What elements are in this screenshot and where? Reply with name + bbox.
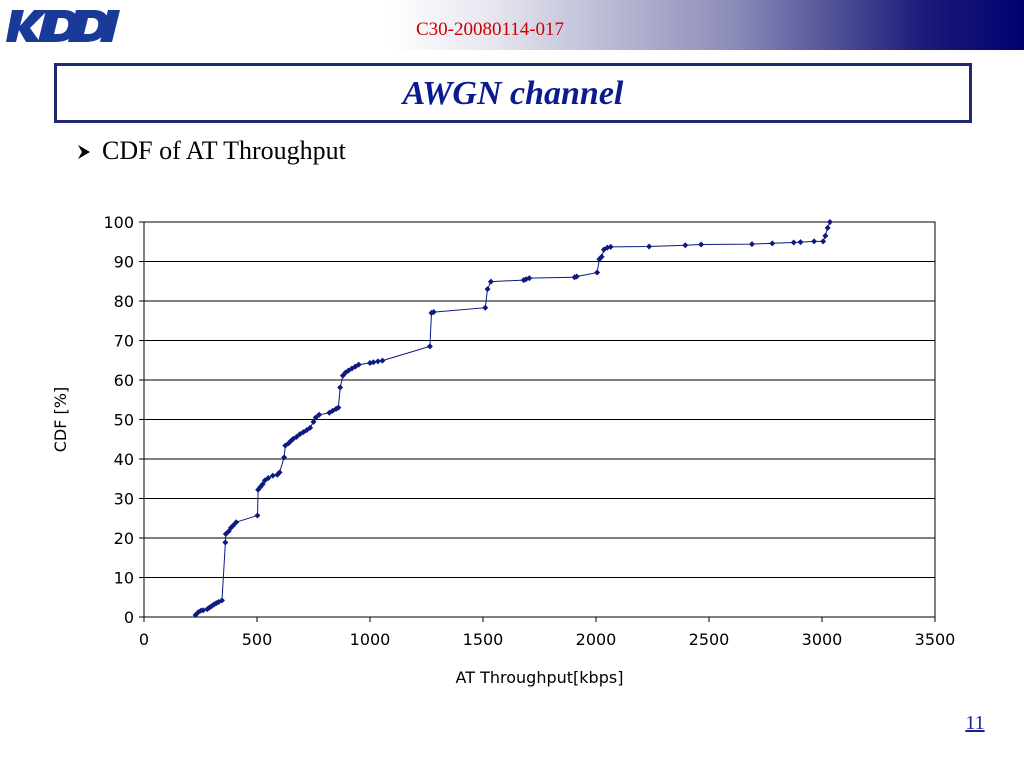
x-axis-label: AT Throughput[kbps] bbox=[456, 668, 624, 687]
grid-layer bbox=[144, 261, 935, 578]
y-tick-label: 20 bbox=[114, 529, 134, 548]
kddi-logo bbox=[6, 10, 120, 42]
slide-title: AWGN channel bbox=[402, 75, 624, 112]
data-point bbox=[698, 241, 705, 248]
y-tick-label: 60 bbox=[114, 371, 134, 390]
data-point bbox=[310, 418, 317, 425]
data-point bbox=[607, 243, 614, 250]
data-point bbox=[573, 273, 580, 280]
data-point bbox=[748, 241, 755, 248]
data-point bbox=[571, 274, 578, 281]
y-tick-label: 0 bbox=[124, 608, 134, 627]
data-point bbox=[769, 240, 776, 247]
y-tick-label: 80 bbox=[114, 292, 134, 311]
x-tick-label: 1000 bbox=[350, 630, 391, 649]
data-point bbox=[335, 404, 342, 411]
y-tick-label: 100 bbox=[103, 213, 134, 232]
y-tick-label: 40 bbox=[114, 450, 134, 469]
x-tick-label: 0 bbox=[139, 630, 149, 649]
y-axis-label: CDF [%] bbox=[51, 387, 70, 452]
data-point bbox=[646, 243, 653, 250]
data-point bbox=[600, 246, 607, 253]
y-tick-label: 50 bbox=[114, 411, 134, 430]
data-point bbox=[296, 431, 303, 438]
data-point bbox=[269, 472, 276, 479]
data-point bbox=[826, 219, 833, 225]
data-point bbox=[522, 276, 529, 283]
data-point bbox=[276, 469, 283, 476]
bullet-arrow-icon bbox=[78, 145, 90, 159]
data-point bbox=[228, 524, 235, 531]
data-point bbox=[426, 343, 433, 350]
y-tick-label: 30 bbox=[114, 490, 134, 509]
data-point bbox=[824, 224, 831, 231]
bullet-text: CDF of AT Throughput bbox=[102, 136, 346, 165]
y-tick-label: 90 bbox=[114, 253, 134, 272]
document-id: C30-20080114-017 bbox=[415, 19, 565, 40]
data-point bbox=[303, 427, 310, 434]
data-point bbox=[218, 597, 225, 604]
data-point bbox=[526, 275, 533, 282]
data-point bbox=[594, 269, 601, 276]
data-point bbox=[348, 365, 355, 372]
data-point bbox=[379, 357, 386, 364]
data-point bbox=[257, 484, 264, 491]
data-point bbox=[307, 424, 314, 431]
data-point bbox=[355, 361, 362, 368]
x-tick-label: 3500 bbox=[915, 630, 956, 649]
title-box: AWGN channel bbox=[54, 63, 972, 123]
x-tick-label: 3000 bbox=[802, 630, 843, 649]
data-point bbox=[790, 239, 797, 246]
data-point bbox=[233, 519, 240, 526]
data-point bbox=[484, 286, 491, 293]
data-point bbox=[337, 384, 344, 391]
data-point bbox=[312, 414, 319, 421]
data-point bbox=[265, 474, 272, 481]
data-point bbox=[487, 278, 494, 285]
series-line bbox=[195, 221, 831, 616]
data-point bbox=[682, 242, 689, 249]
data-point bbox=[290, 435, 297, 442]
data-point bbox=[259, 481, 266, 488]
data-point bbox=[811, 238, 818, 245]
data-point bbox=[281, 454, 288, 461]
header-band bbox=[0, 0, 1024, 50]
data-point bbox=[820, 238, 827, 245]
data-point bbox=[430, 309, 437, 316]
data-point bbox=[230, 522, 237, 529]
y-tick-label: 70 bbox=[114, 332, 134, 351]
marker-layer bbox=[192, 219, 833, 619]
x-tick-label: 500 bbox=[242, 630, 273, 649]
data-point bbox=[822, 232, 829, 239]
data-point bbox=[370, 359, 377, 366]
data-point bbox=[316, 411, 323, 418]
page-number[interactable]: 11 bbox=[965, 712, 985, 734]
x-tick-label: 1500 bbox=[463, 630, 504, 649]
data-point bbox=[293, 433, 300, 440]
x-tick-label: 2000 bbox=[576, 630, 617, 649]
data-point bbox=[797, 239, 804, 246]
x-tick-label: 2500 bbox=[689, 630, 730, 649]
y-tick-label: 10 bbox=[114, 569, 134, 588]
data-point bbox=[222, 539, 229, 546]
data-point bbox=[204, 606, 211, 613]
data-point bbox=[254, 512, 261, 519]
data-point bbox=[374, 358, 381, 365]
data-point bbox=[482, 304, 489, 311]
